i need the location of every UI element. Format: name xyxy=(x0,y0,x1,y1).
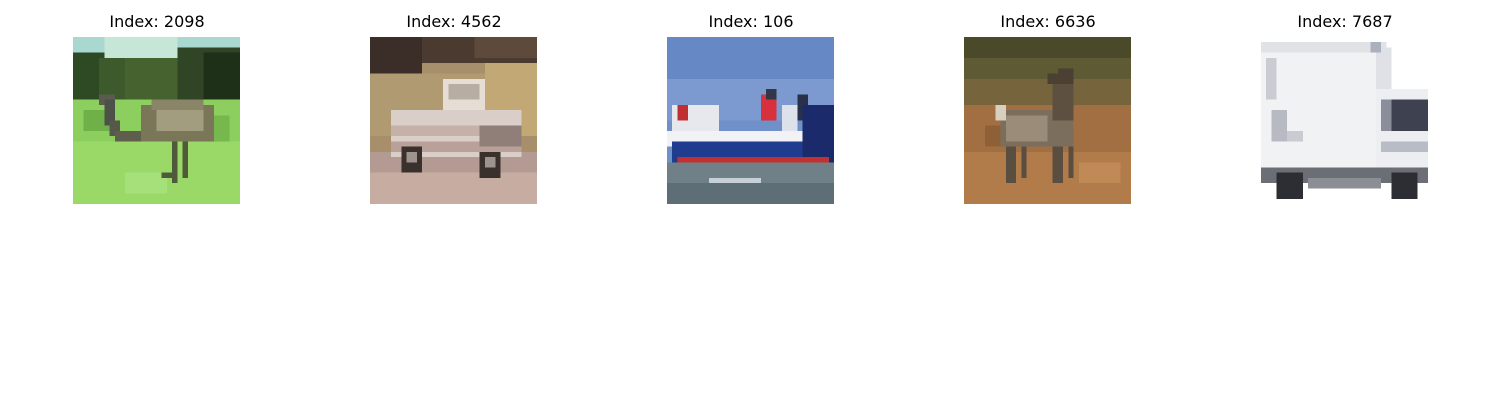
deer-image xyxy=(964,37,1131,204)
box-truck-image xyxy=(1261,37,1428,204)
image-title: Index: 106 xyxy=(708,12,794,31)
image-title: Index: 7687 xyxy=(1297,12,1393,31)
pickup-truck-image xyxy=(370,37,537,204)
ostrich-image xyxy=(73,37,240,204)
cargo-ship-image xyxy=(667,37,834,204)
image-title: Index: 6636 xyxy=(1000,12,1096,31)
image-title: Index: 4562 xyxy=(406,12,502,31)
image-title: Index: 2098 xyxy=(109,12,205,31)
